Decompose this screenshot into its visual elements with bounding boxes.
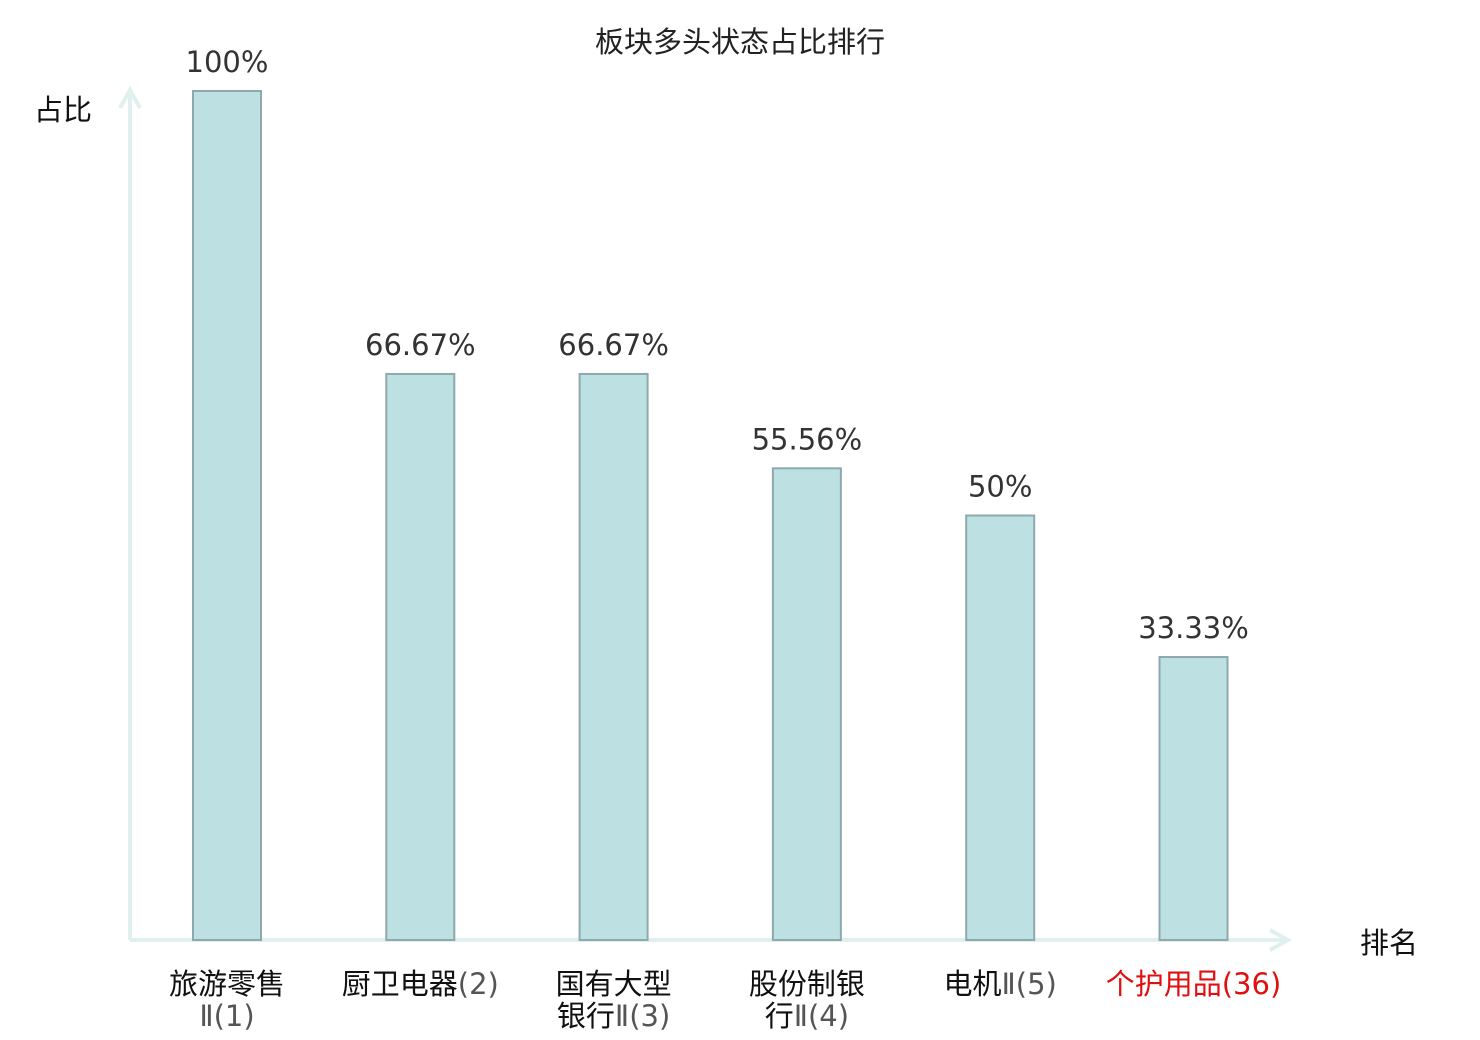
y-axis-arrow bbox=[118, 85, 142, 109]
value-label-6: 33.33% bbox=[1138, 611, 1249, 645]
category-labels-group: 旅游零售 Ⅱ(1) 厨卫电器(2) 国有大型银行Ⅱ(3) 股份制银行Ⅱ(4) 电机Ⅱ(5)… bbox=[169, 967, 1281, 1033]
category-label-5: 电机Ⅱ(5) bbox=[944, 967, 1057, 1001]
category-label-line: 旅游零售 bbox=[169, 967, 285, 1001]
category-label-line: 行Ⅱ(4) bbox=[765, 999, 849, 1033]
category-label-6: 个护用品(36) bbox=[1106, 967, 1282, 1001]
category-label-2: 厨卫电器(2) bbox=[342, 967, 499, 1001]
category-label-line: 银行Ⅱ(3) bbox=[557, 999, 670, 1033]
category-label-line: 电机Ⅱ(5) bbox=[944, 967, 1057, 1001]
bar-6 bbox=[1158, 656, 1229, 942]
category-label-line: 国有大型 bbox=[556, 967, 672, 1001]
chart-title: 板块多头状态占比排行 bbox=[595, 25, 885, 59]
category-label-3: 国有大型银行Ⅱ(3) bbox=[556, 967, 672, 1033]
axes bbox=[118, 85, 1293, 952]
bar-4 bbox=[771, 467, 842, 941]
bars-group bbox=[192, 90, 1229, 942]
value-label-3: 66.67% bbox=[558, 328, 669, 362]
value-label-4: 55.56% bbox=[752, 422, 863, 456]
category-label-1: 旅游零售 Ⅱ(1) bbox=[169, 967, 285, 1033]
bar-2 bbox=[385, 372, 456, 942]
bar-1 bbox=[192, 90, 262, 941]
category-label-line: 厨卫电器(2) bbox=[342, 967, 499, 1001]
value-label-5: 50% bbox=[968, 470, 1032, 504]
x-axis-label: 排名 bbox=[1360, 926, 1418, 960]
category-label-line: 个护用品(36) bbox=[1106, 967, 1282, 1001]
value-label-1: 100% bbox=[186, 45, 269, 79]
value-labels-group: 100% 66.67% 66.67% 55.56% 50% 33.33% bbox=[186, 45, 1249, 645]
category-label-line: 股份制银 bbox=[749, 967, 865, 1001]
bar-5 bbox=[965, 514, 1036, 941]
value-label-2: 66.67% bbox=[365, 328, 476, 362]
x-axis-arrow bbox=[1269, 928, 1293, 952]
category-label-4: 股份制银行Ⅱ(4) bbox=[749, 967, 865, 1033]
y-axis-label: 占比 bbox=[34, 93, 92, 127]
bar-3 bbox=[578, 372, 649, 942]
category-label-line: Ⅱ(1) bbox=[199, 999, 254, 1033]
